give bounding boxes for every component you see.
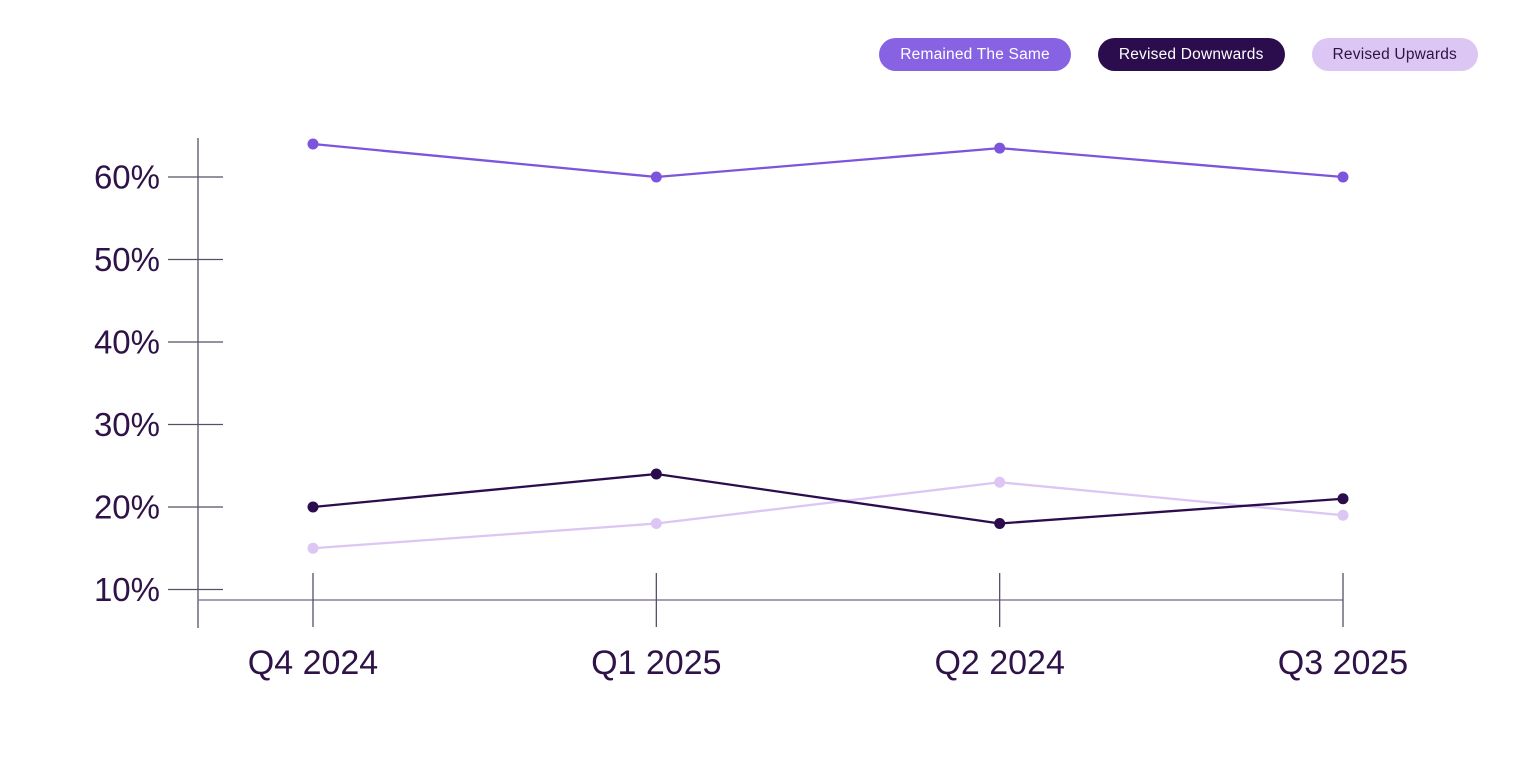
series-revised-downwards xyxy=(307,468,1349,529)
series-remained-the-same xyxy=(307,138,1349,183)
data-point xyxy=(650,518,662,529)
y-tick-label: 30% xyxy=(94,406,160,443)
y-tick-label: 50% xyxy=(94,241,160,278)
legend-label: Remained The Same xyxy=(900,45,1050,63)
x-tick-label: Q2 2024 xyxy=(934,644,1064,682)
series-line xyxy=(312,481,1344,550)
data-point xyxy=(650,468,662,480)
data-point xyxy=(1337,171,1349,183)
legend-label: Revised Downwards xyxy=(1118,45,1264,63)
series-line xyxy=(312,472,1344,525)
data-point xyxy=(994,476,1006,488)
data-point xyxy=(307,501,319,513)
x-tick-label: Q1 2025 xyxy=(591,644,721,682)
data-point xyxy=(307,542,319,554)
data-point xyxy=(994,142,1006,154)
y-tick-label: 10% xyxy=(94,571,160,608)
legend-pill-remained-the-same[interactable]: Remained The Same xyxy=(879,38,1071,71)
legend-pill-revised-downwards[interactable]: Revised Downwards xyxy=(1097,38,1285,71)
x-tick-label: Q3 2025 xyxy=(1278,644,1408,682)
data-point xyxy=(307,138,319,150)
data-point xyxy=(650,171,662,183)
data-point xyxy=(994,518,1006,529)
legend-pill-revised-upwards[interactable]: Revised Upwards xyxy=(1311,38,1478,71)
series-line xyxy=(312,142,1344,179)
y-tick-label: 40% xyxy=(94,324,160,361)
data-point xyxy=(1337,493,1349,505)
legend-label: Revised Upwards xyxy=(1332,45,1457,63)
series-revised-upwards xyxy=(307,476,1349,554)
x-tick-label: Q4 2024 xyxy=(248,644,378,682)
y-tick-label: 60% xyxy=(94,159,160,196)
y-tick-label: 20% xyxy=(94,489,160,526)
legend: Remained The Same Revised Downwards Revi… xyxy=(879,38,1478,71)
data-point xyxy=(1337,509,1349,521)
